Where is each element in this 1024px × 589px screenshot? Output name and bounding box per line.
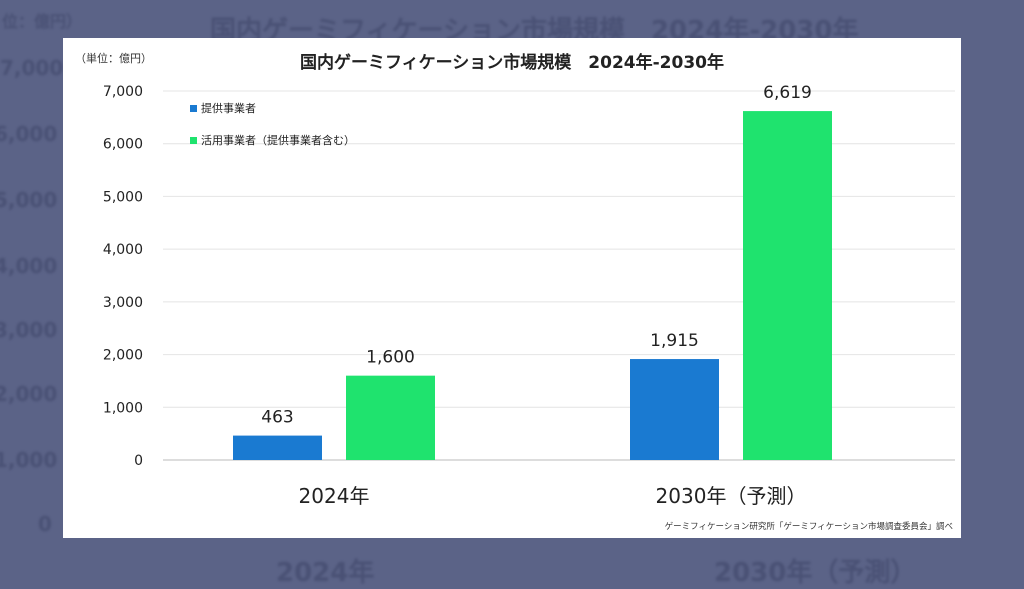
bg-ytick: 7,000 bbox=[0, 56, 64, 80]
chart-title: 国内ゲーミフィケーション市場規模 2024年-2030年 bbox=[300, 52, 724, 73]
bar bbox=[743, 111, 832, 461]
legend-label-provider: 提供事業者 bbox=[201, 101, 256, 115]
chart-card: （単位：億円） 国内ゲーミフィケーション市場規模 2024年-2030年 0 1,… bbox=[63, 38, 961, 538]
y-tick-label: 0 bbox=[134, 453, 143, 469]
y-tick-label: 6,000 bbox=[103, 137, 143, 153]
legend-swatch-provider bbox=[190, 105, 197, 112]
bar-value-label: 463 bbox=[261, 408, 293, 428]
bar bbox=[630, 359, 719, 460]
bar bbox=[233, 435, 322, 460]
legend-swatch-user bbox=[190, 137, 197, 144]
bar bbox=[346, 375, 435, 460]
unit-label: （単位：億円） bbox=[75, 51, 152, 65]
y-tick-label: 5,000 bbox=[103, 189, 143, 205]
bar-value-label: 6,619 bbox=[763, 83, 812, 103]
bg-unit-label: 位：億円） bbox=[2, 12, 83, 31]
bar-chart: （単位：億円） 国内ゲーミフィケーション市場規模 2024年-2030年 0 1,… bbox=[75, 51, 955, 532]
bg-category: 2024年 bbox=[276, 558, 375, 588]
y-tick-label: 7,000 bbox=[103, 84, 143, 100]
y-tick-label: 4,000 bbox=[103, 242, 143, 258]
bg-ytick: 5,000 bbox=[0, 188, 58, 212]
x-category-label: 2030年（予測） bbox=[656, 484, 807, 508]
bg-ytick: 3,000 bbox=[0, 318, 58, 342]
x-category-label: 2024年 bbox=[299, 484, 370, 508]
source-note: ゲーミフィケーション研究所「ゲーミフィケーション市場調査委員会」調べ bbox=[665, 521, 953, 532]
y-tick-label: 1,000 bbox=[103, 400, 143, 416]
data-labels: 463 1,600 1,915 6,619 bbox=[261, 83, 812, 428]
bg-ytick: 6,000 bbox=[0, 122, 58, 146]
y-axis-ticks: 0 1,000 2,000 3,000 4,000 5,000 6,000 7,000 bbox=[103, 84, 143, 469]
bar-value-label: 1,915 bbox=[650, 331, 699, 351]
y-tick-label: 3,000 bbox=[103, 295, 143, 311]
bg-ytick: 1,000 bbox=[0, 448, 58, 472]
bar-value-label: 1,600 bbox=[366, 348, 415, 368]
bg-ytick: 4,000 bbox=[0, 254, 58, 278]
legend-label-user: 活用事業者（提供事業者含む） bbox=[201, 133, 355, 147]
legend: 提供事業者 活用事業者（提供事業者含む） bbox=[190, 101, 355, 147]
bg-category: 2030年（予測） bbox=[714, 558, 917, 588]
bg-ytick: 2,000 bbox=[0, 382, 58, 406]
bars bbox=[233, 111, 832, 461]
bg-ytick: 0 bbox=[38, 512, 52, 536]
y-tick-label: 2,000 bbox=[103, 348, 143, 364]
x-axis-categories: 2024年 2030年（予測） bbox=[299, 484, 807, 508]
